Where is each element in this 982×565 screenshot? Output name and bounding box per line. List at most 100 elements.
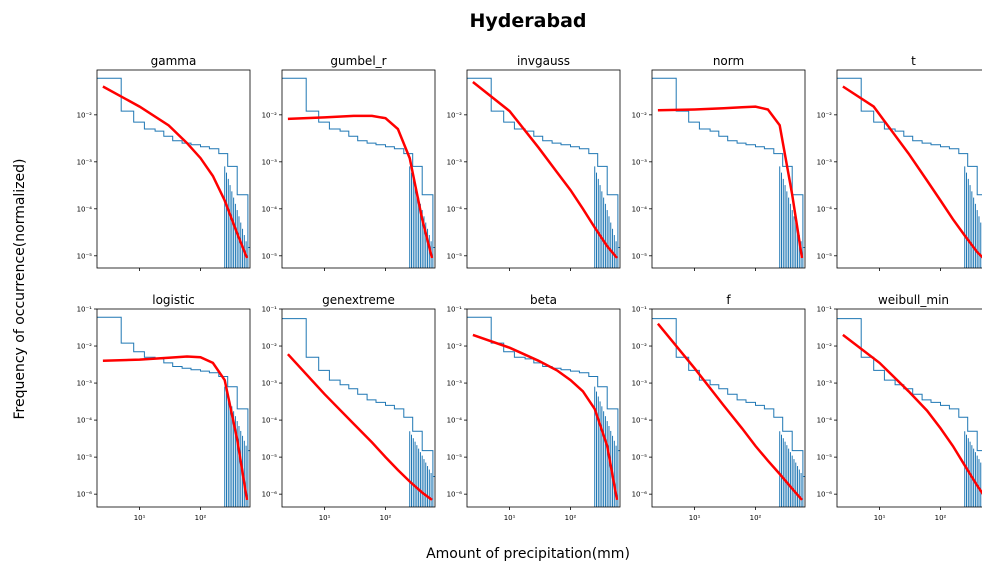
x-tick-label: 10¹ bbox=[134, 514, 146, 522]
y-tick-label: 10⁻¹ bbox=[262, 306, 278, 314]
y-tick-label: 10⁻⁴ bbox=[262, 417, 278, 425]
y-tick-label: 10⁻⁶ bbox=[77, 491, 93, 499]
axes-frame bbox=[651, 308, 806, 508]
y-tick-label: 10⁻⁴ bbox=[632, 205, 648, 213]
y-tick-label: 10⁻⁶ bbox=[262, 491, 278, 499]
axes-frame bbox=[466, 69, 621, 269]
panel-beta: beta 10⁻⁶ 10⁻⁵ 10⁻⁴ 10⁻³ 10⁻² 10⁻¹ 10¹ 10² bbox=[447, 293, 621, 522]
y-tick-label: 10⁻² bbox=[817, 111, 833, 119]
x-tick-label: 10¹ bbox=[874, 514, 886, 522]
y-tick-label: 10⁻³ bbox=[77, 380, 93, 388]
y-tick-label: 10⁻⁵ bbox=[447, 252, 463, 260]
panel-gamma: gamma 10⁻⁵ 10⁻⁴ 10⁻³ 10⁻² bbox=[77, 54, 251, 271]
histogram-steps bbox=[837, 318, 982, 452]
y-tick-label: 10⁻⁶ bbox=[632, 491, 648, 499]
fit-curve bbox=[657, 105, 804, 259]
y-tick-label: 10⁻³ bbox=[817, 158, 833, 166]
panel-title: gamma bbox=[151, 54, 197, 68]
y-tick-label: 10⁻⁵ bbox=[817, 252, 833, 260]
plot-area bbox=[467, 316, 620, 507]
y-tick-label: 10⁻⁵ bbox=[632, 252, 648, 260]
panel-grid: gamma 10⁻⁵ 10⁻⁴ 10⁻³ 10⁻² gumbel_r 10⁻⁵ 10⁻⁴ 10⁻… bbox=[77, 54, 982, 522]
x-tick-label: 10² bbox=[935, 514, 947, 522]
y-tick-label: 10⁻⁴ bbox=[817, 205, 833, 213]
plot-area bbox=[282, 77, 435, 268]
histogram-steps bbox=[282, 77, 435, 248]
axes-frame bbox=[466, 308, 621, 508]
panel-t: t 10⁻⁵ 10⁻⁴ 10⁻³ 10⁻² bbox=[817, 54, 982, 271]
fit-curve bbox=[287, 114, 434, 259]
panel-invgauss: invgauss 10⁻⁵ 10⁻⁴ 10⁻³ 10⁻² bbox=[447, 54, 621, 271]
panel-title: beta bbox=[530, 293, 557, 307]
y-tick-label: 10⁻⁵ bbox=[447, 454, 463, 462]
panel-genextreme: genextreme 10⁻⁶ 10⁻⁵ 10⁻⁴ 10⁻³ 10⁻² 10⁻¹ 10¹ 10² bbox=[262, 293, 436, 522]
y-tick-label: 10⁻¹ bbox=[77, 306, 93, 314]
y-tick-label: 10⁻⁵ bbox=[262, 454, 278, 462]
y-tick-label: 10⁻⁴ bbox=[817, 417, 833, 425]
panel-title: t bbox=[911, 54, 916, 68]
fit-curve bbox=[102, 355, 249, 501]
y-tick-label: 10⁻² bbox=[632, 343, 648, 351]
x-tick-label: 10² bbox=[195, 514, 207, 522]
y-tick-label: 10⁻³ bbox=[632, 380, 648, 388]
panel-title: logistic bbox=[152, 293, 195, 307]
x-axis-label: Amount of precipitation(mm) bbox=[426, 546, 630, 562]
y-tick-label: 10⁻⁶ bbox=[817, 491, 833, 499]
fit-curve bbox=[656, 322, 803, 501]
panel-norm: norm 10⁻⁵ 10⁻⁴ 10⁻³ 10⁻² bbox=[632, 54, 806, 271]
y-tick-label: 10⁻³ bbox=[77, 158, 93, 166]
plot-area bbox=[467, 77, 620, 268]
y-tick-label: 10⁻⁴ bbox=[447, 205, 463, 213]
x-tick-label: 10¹ bbox=[689, 514, 701, 522]
panel-title: invgauss bbox=[517, 54, 570, 68]
axes-frame bbox=[651, 69, 806, 269]
y-tick-label: 10⁻⁶ bbox=[447, 491, 463, 499]
axes-frame bbox=[96, 308, 251, 508]
y-tick-label: 10⁻¹ bbox=[817, 306, 833, 314]
x-tick-label: 10² bbox=[380, 514, 392, 522]
y-tick-label: 10⁻² bbox=[77, 343, 93, 351]
y-tick-label: 10⁻³ bbox=[817, 380, 833, 388]
y-tick-label: 10⁻⁵ bbox=[77, 252, 93, 260]
y-tick-label: 10⁻³ bbox=[447, 158, 463, 166]
y-tick-label: 10⁻² bbox=[262, 111, 278, 119]
y-tick-label: 10⁻¹ bbox=[447, 306, 463, 314]
y-tick-label: 10⁻¹ bbox=[632, 306, 648, 314]
fit-curve bbox=[842, 85, 982, 259]
axes-frame bbox=[836, 308, 982, 508]
y-tick-label: 10⁻² bbox=[77, 111, 93, 119]
y-tick-label: 10⁻³ bbox=[262, 380, 278, 388]
histogram-steps bbox=[97, 77, 250, 248]
y-tick-label: 10⁻³ bbox=[632, 158, 648, 166]
histogram-steps bbox=[652, 318, 805, 477]
panel-title: norm bbox=[713, 54, 744, 68]
fit-curve bbox=[102, 85, 249, 259]
axes-frame bbox=[281, 69, 436, 269]
plot-area bbox=[837, 77, 982, 268]
y-tick-label: 10⁻⁵ bbox=[632, 454, 648, 462]
y-tick-label: 10⁻⁴ bbox=[262, 205, 278, 213]
panel-weibull_min: weibull_min 10⁻⁶ 10⁻⁵ 10⁻⁴ 10⁻³ 10⁻² 10⁻¹ 10¹ 10… bbox=[817, 293, 982, 522]
fit-curve bbox=[842, 333, 982, 495]
figure-title: Hyderabad bbox=[470, 10, 587, 32]
x-tick-label: 10² bbox=[750, 514, 762, 522]
y-tick-label: 10⁻² bbox=[817, 343, 833, 351]
histogram-steps bbox=[467, 316, 620, 452]
axes-frame bbox=[281, 308, 436, 508]
y-tick-label: 10⁻³ bbox=[447, 380, 463, 388]
histogram-steps bbox=[652, 77, 805, 248]
plot-area bbox=[97, 77, 250, 268]
histogram-steps bbox=[97, 316, 250, 452]
y-tick-label: 10⁻² bbox=[447, 111, 463, 119]
plot-area bbox=[837, 318, 982, 507]
panel-title: f bbox=[726, 293, 731, 307]
y-tick-label: 10⁻⁴ bbox=[77, 205, 93, 213]
y-tick-label: 10⁻³ bbox=[262, 158, 278, 166]
x-tick-label: 10¹ bbox=[504, 514, 516, 522]
axes-frame bbox=[836, 69, 982, 269]
panel-title: weibull_min bbox=[878, 293, 949, 307]
panel-gumbel_r: gumbel_r 10⁻⁵ 10⁻⁴ 10⁻³ 10⁻² bbox=[262, 54, 436, 271]
histogram-steps bbox=[467, 77, 620, 248]
y-tick-label: 10⁻⁴ bbox=[77, 417, 93, 425]
